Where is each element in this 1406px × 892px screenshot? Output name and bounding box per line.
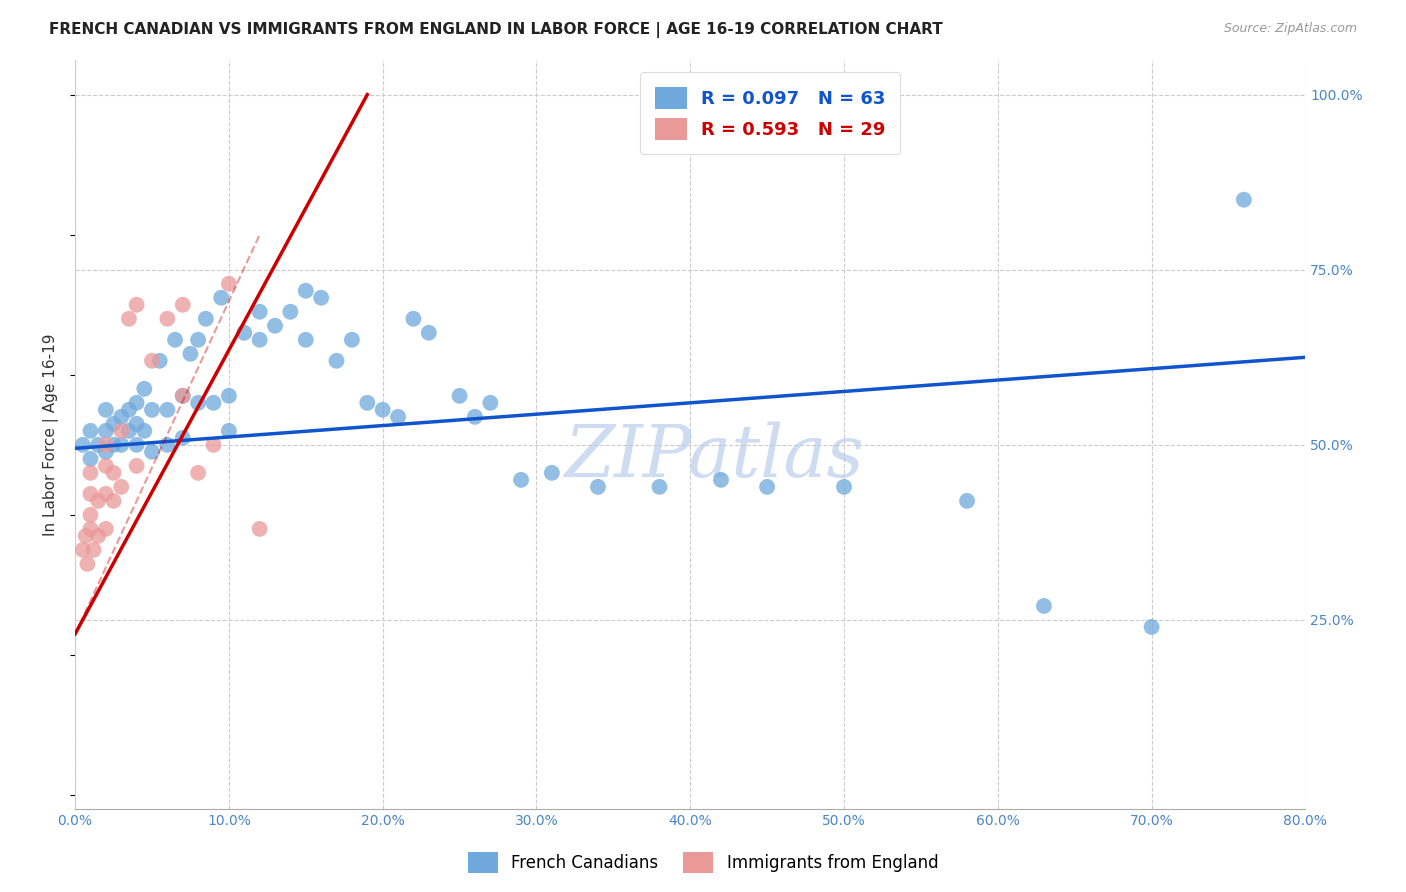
Point bbox=[103, 466, 125, 480]
Point bbox=[79, 466, 101, 480]
Point bbox=[72, 542, 94, 557]
Point bbox=[249, 305, 271, 319]
Point bbox=[218, 277, 240, 291]
Point bbox=[141, 353, 163, 368]
Point bbox=[209, 291, 232, 305]
Point bbox=[94, 402, 117, 417]
Point bbox=[218, 389, 240, 403]
Point bbox=[94, 424, 117, 438]
Point bbox=[172, 389, 194, 403]
Point bbox=[710, 473, 733, 487]
Point bbox=[156, 438, 179, 452]
Point bbox=[110, 409, 132, 424]
Point bbox=[103, 494, 125, 508]
Point bbox=[387, 409, 409, 424]
Point bbox=[218, 424, 240, 438]
Point bbox=[75, 529, 97, 543]
Point bbox=[94, 458, 117, 473]
Point bbox=[172, 389, 194, 403]
Point bbox=[249, 333, 271, 347]
Point bbox=[233, 326, 256, 340]
Point bbox=[76, 557, 98, 571]
Point bbox=[156, 311, 179, 326]
Point bbox=[94, 522, 117, 536]
Point bbox=[340, 333, 363, 347]
Point bbox=[110, 480, 132, 494]
Point bbox=[586, 480, 609, 494]
Text: Source: ZipAtlas.com: Source: ZipAtlas.com bbox=[1223, 22, 1357, 36]
Point bbox=[83, 542, 105, 557]
Point bbox=[187, 396, 209, 410]
Point bbox=[72, 438, 94, 452]
Point bbox=[134, 424, 156, 438]
Point bbox=[202, 396, 225, 410]
Point bbox=[172, 298, 194, 312]
Point bbox=[125, 417, 148, 431]
Point bbox=[832, 480, 855, 494]
Point bbox=[79, 487, 101, 501]
Point bbox=[118, 424, 141, 438]
Point bbox=[510, 473, 533, 487]
Point bbox=[165, 333, 187, 347]
Point bbox=[464, 409, 486, 424]
Y-axis label: In Labor Force | Age 16-19: In Labor Force | Age 16-19 bbox=[44, 333, 59, 535]
Point bbox=[103, 438, 125, 452]
Point bbox=[103, 417, 125, 431]
Point bbox=[194, 311, 217, 326]
Point bbox=[110, 438, 132, 452]
Point bbox=[249, 522, 271, 536]
Point bbox=[187, 466, 209, 480]
Point bbox=[280, 305, 302, 319]
Point bbox=[125, 298, 148, 312]
Point bbox=[418, 326, 440, 340]
Point bbox=[264, 318, 287, 333]
Point bbox=[540, 466, 562, 480]
Point bbox=[402, 311, 425, 326]
Point bbox=[87, 494, 110, 508]
Legend: R = 0.097   N = 63, R = 0.593   N = 29: R = 0.097 N = 63, R = 0.593 N = 29 bbox=[640, 72, 900, 154]
Point bbox=[79, 522, 101, 536]
Legend: French Canadians, Immigrants from England: French Canadians, Immigrants from Englan… bbox=[461, 846, 945, 880]
Point bbox=[187, 333, 209, 347]
Text: ZIPatlas: ZIPatlas bbox=[565, 422, 865, 492]
Point bbox=[125, 438, 148, 452]
Point bbox=[94, 445, 117, 459]
Point bbox=[156, 402, 179, 417]
Point bbox=[79, 508, 101, 522]
Point bbox=[202, 438, 225, 452]
Point bbox=[1140, 620, 1163, 634]
Text: FRENCH CANADIAN VS IMMIGRANTS FROM ENGLAND IN LABOR FORCE | AGE 16-19 CORRELATIO: FRENCH CANADIAN VS IMMIGRANTS FROM ENGLA… bbox=[49, 22, 943, 38]
Point bbox=[118, 402, 141, 417]
Point bbox=[94, 438, 117, 452]
Point bbox=[756, 480, 779, 494]
Point bbox=[309, 291, 332, 305]
Point bbox=[648, 480, 671, 494]
Point bbox=[118, 311, 141, 326]
Point bbox=[371, 402, 394, 417]
Point bbox=[87, 438, 110, 452]
Point bbox=[87, 529, 110, 543]
Point bbox=[1032, 599, 1054, 613]
Point bbox=[325, 353, 347, 368]
Point bbox=[479, 396, 502, 410]
Point bbox=[956, 494, 979, 508]
Point bbox=[294, 284, 316, 298]
Point bbox=[449, 389, 471, 403]
Point bbox=[141, 402, 163, 417]
Point bbox=[94, 487, 117, 501]
Point bbox=[79, 424, 101, 438]
Point bbox=[179, 347, 201, 361]
Point bbox=[125, 458, 148, 473]
Point bbox=[172, 431, 194, 445]
Point bbox=[134, 382, 156, 396]
Point bbox=[110, 424, 132, 438]
Point bbox=[79, 451, 101, 466]
Point bbox=[149, 353, 172, 368]
Point bbox=[294, 333, 316, 347]
Point bbox=[1233, 193, 1256, 207]
Point bbox=[141, 445, 163, 459]
Point bbox=[125, 396, 148, 410]
Point bbox=[356, 396, 378, 410]
